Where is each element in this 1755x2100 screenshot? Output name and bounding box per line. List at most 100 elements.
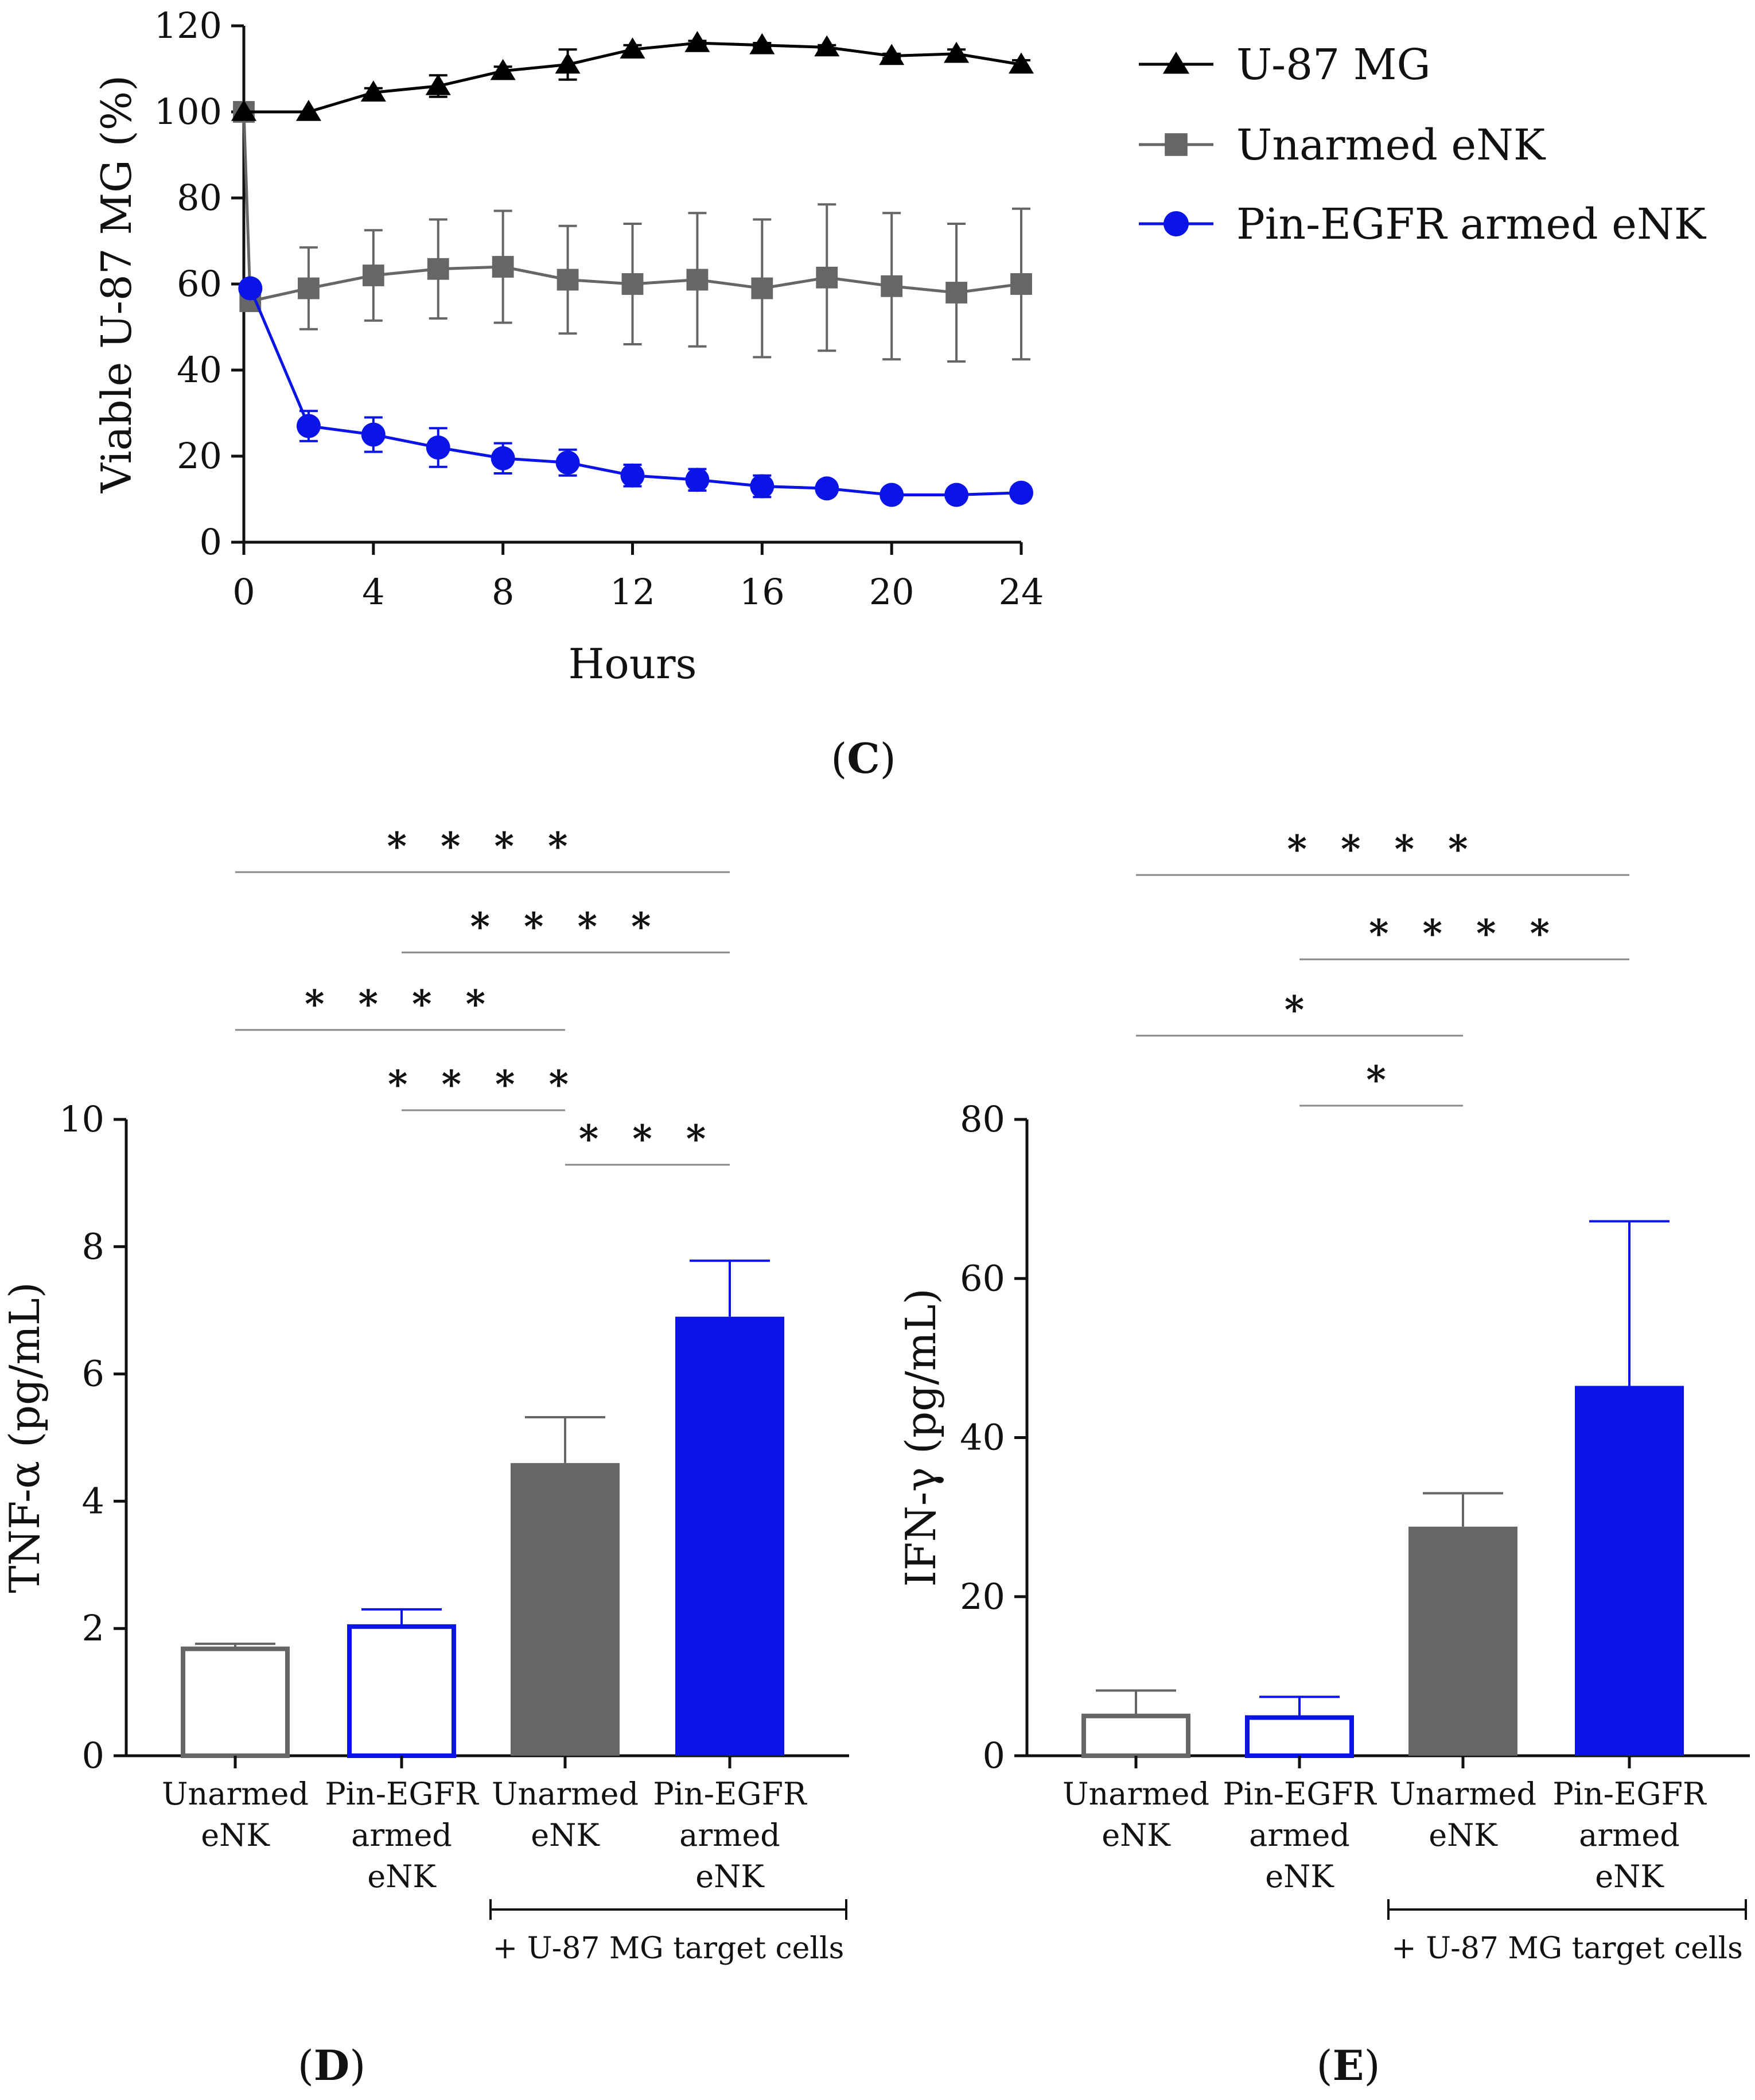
data-point-triangle [814,35,840,57]
significance-stars: * [1366,1057,1396,1102]
y-tick-label: 4 [82,1480,104,1522]
data-point-triangle [295,100,321,121]
data-point-triangle [555,52,581,74]
data-point-circle [815,476,839,501]
legend-label: Pin-EGFR armed eNK [1236,200,1707,249]
data-point-square [816,266,838,289]
data-point-circle [750,474,775,499]
chart-d-tnf-bar: 0 2 4 6 8 10 TNF-α (pg/mL) Unarmed eNK Pin-EGFR ar… [1,824,849,1966]
bar [675,1316,784,1756]
category-label: eNK [201,1817,270,1853]
group-note: + U-87 MG target cells [493,1931,845,1966]
y-axis-title: Viable U-87 MG (%) [92,75,141,493]
y-tick-label: 0 [200,521,222,563]
data-point-triangle [231,100,257,121]
significance-stars: * * * * [1287,827,1478,872]
bar [1081,1713,1190,1758]
chart-c-viability-line: 0 20 40 60 80 100 120 0 4 8 12 16 20 24 Hours Viable U-… [92,5,1707,688]
legend-marker-circle [1163,211,1189,236]
data-point-square [1010,273,1032,295]
data-point-circle [620,463,645,488]
data-point-triangle [879,44,905,65]
significance-stars: * * * * [1369,911,1560,956]
data-point-circle [555,450,580,475]
y-tick-label: 60 [177,263,222,305]
bar [1408,1526,1517,1756]
y-tick-label: 80 [177,177,222,219]
category-label: armed [679,1817,780,1853]
data-point-square [298,277,320,300]
data-point-triangle [490,59,516,80]
y-tick-label: 120 [154,5,222,46]
category-label: Unarmed [162,1776,309,1812]
legend-label: U-87 MG [1236,40,1431,90]
data-point-square [881,275,903,297]
category-label: eNK [1265,1858,1334,1895]
category-label: eNK [1595,1858,1664,1895]
data-point-square [621,273,644,295]
significance-stars: * * * * [305,982,496,1026]
data-point-circle [491,446,515,470]
data-point-triangle [684,31,710,52]
y-tick-label: 2 [82,1607,104,1649]
significance-stars: * * * * [388,1062,579,1107]
data-point-circle [361,422,386,447]
data-point-circle [1009,480,1033,505]
data-point-square [686,269,709,291]
y-axis-title: IFN-γ (pg/mL) [897,1288,945,1586]
bar [347,1624,456,1759]
data-point-square [362,265,384,286]
data-point-circle [685,468,710,492]
data-point-triangle [944,41,970,63]
category-label: Pin-EGFR [1223,1776,1377,1812]
data-point-triangle [425,74,451,95]
data-point-square [557,269,579,291]
y-tick-label: 100 [154,91,222,133]
significance-stars: * * * [579,1117,717,1161]
y-tick-label: 0 [82,1735,104,1776]
category-label: eNK [695,1858,765,1895]
x-axis-title: Hours [569,640,697,688]
significance-stars: * [1285,987,1315,1032]
y-tick-label: 10 [59,1098,104,1140]
y-tick-label: 8 [82,1226,104,1267]
data-point-circle [426,435,450,460]
data-point-triangle [749,33,775,55]
y-axis-title: TNF-α (pg/mL) [1,1282,49,1593]
bar [1575,1386,1684,1756]
data-point-triangle [1008,52,1034,74]
significance-stars: * * * * [470,904,661,949]
legend-marker-square [1165,133,1188,156]
x-tick-label: 16 [740,571,785,613]
x-tick-label: 8 [492,571,514,613]
category-label: Unarmed [1063,1776,1209,1812]
panel-label-e: (E) [1316,2041,1380,2090]
data-point-circle [296,414,321,438]
y-tick-label: 20 [177,435,222,477]
category-label: eNK [1429,1817,1498,1853]
panel-label-d: (D) [298,2041,366,2090]
data-point-triangle [360,80,386,102]
x-tick-label: 12 [610,571,655,613]
y-tick-label: 80 [960,1098,1005,1140]
category-label: eNK [367,1858,437,1895]
data-point-square [945,282,967,304]
data-point-square [751,277,773,300]
category-label: Unarmed [1390,1776,1536,1812]
legend-marker-triangle [1162,52,1190,74]
category-label: eNK [1102,1817,1171,1853]
panel-label-c: (C) [831,734,896,783]
legend-label: Unarmed eNK [1236,120,1546,170]
y-tick-label: 6 [82,1353,104,1395]
y-tick-label: 60 [960,1257,1005,1299]
y-tick-label: 20 [960,1576,1005,1617]
group-note: + U-87 MG target cells [1391,1931,1743,1966]
category-label: armed [1579,1817,1680,1853]
data-point-circle [944,483,969,507]
data-point-square [427,258,449,280]
category-label: Pin-EGFR [1552,1776,1707,1812]
data-point-circle [238,276,263,301]
data-point-triangle [620,37,645,59]
y-tick-label: 40 [177,349,222,391]
